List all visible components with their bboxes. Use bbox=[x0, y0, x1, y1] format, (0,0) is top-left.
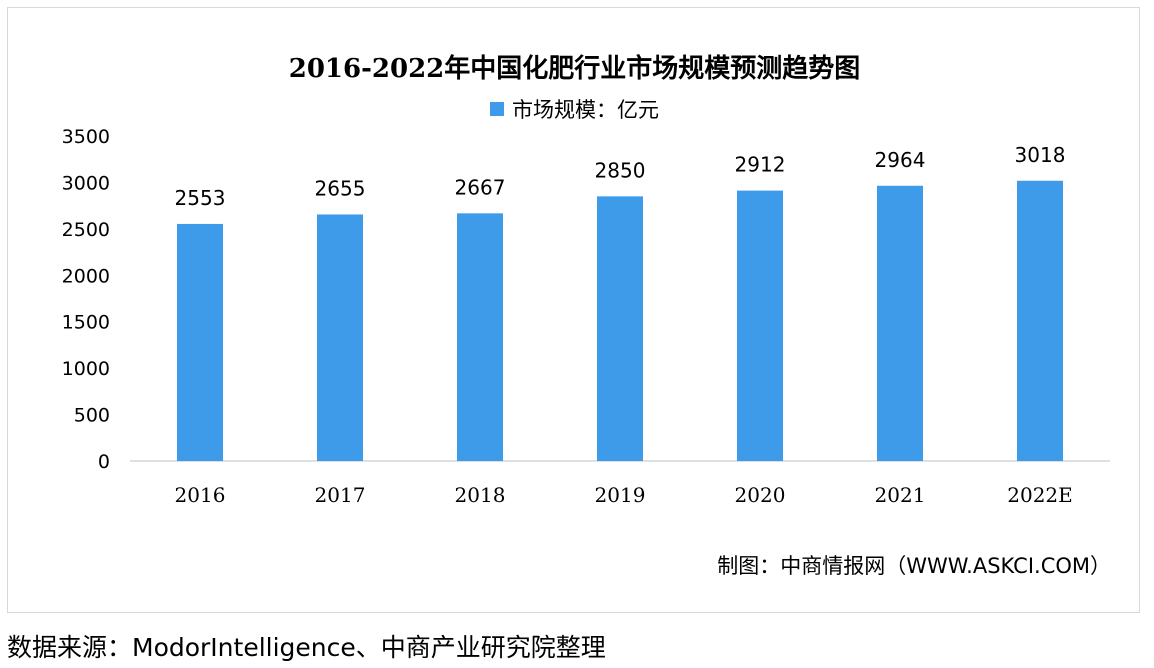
bar-value-label: 2850 bbox=[595, 158, 646, 182]
y-tick-label: 1000 bbox=[62, 358, 110, 380]
bar-2018 bbox=[457, 213, 503, 461]
bar-2020 bbox=[737, 190, 783, 461]
x-tick-label: 2016 bbox=[175, 483, 226, 507]
chart-title: 2016-2022年中国化肥行业市场规模预测趋势图 bbox=[288, 54, 861, 84]
chart-frame: 0 500 1000 1500 2000 2500 3000 3500 2553 2016 2655… bbox=[7, 7, 1140, 613]
bar-2022E bbox=[1017, 180, 1063, 461]
bar-2021 bbox=[877, 185, 923, 461]
x-tick-label: 2019 bbox=[595, 483, 646, 507]
chart-credit: 制图：中商情报网（WWW.ASKCI.COM） bbox=[717, 554, 1111, 578]
x-tick-label: 2021 bbox=[875, 483, 926, 507]
x-tick-label: 2017 bbox=[315, 483, 366, 507]
legend-label: 市场规模：亿元 bbox=[512, 98, 659, 122]
bar-2017 bbox=[317, 214, 363, 461]
y-tick-label: 0 bbox=[98, 451, 110, 473]
x-tick-label: 2020 bbox=[735, 483, 786, 507]
y-tick-label: 2500 bbox=[62, 219, 110, 241]
y-tick-label: 3000 bbox=[62, 172, 110, 194]
y-tick-label: 1500 bbox=[62, 312, 110, 334]
x-tick-label: 2018 bbox=[455, 483, 506, 507]
legend-swatch bbox=[490, 102, 504, 116]
bar-value-label: 2655 bbox=[315, 176, 366, 200]
bar-value-label: 2667 bbox=[455, 175, 506, 199]
y-tick-label: 2000 bbox=[62, 265, 110, 287]
y-tick-label: 3500 bbox=[62, 126, 110, 148]
x-tick-label: 2022E bbox=[1007, 483, 1073, 507]
bar-2016 bbox=[177, 223, 223, 461]
bar-value-label: 3018 bbox=[1015, 143, 1066, 167]
chart-plot: 0 500 1000 1500 2000 2500 3000 3500 2553 2016 2655… bbox=[62, 126, 1110, 507]
bar-2019 bbox=[597, 196, 643, 461]
bar-value-label: 2964 bbox=[875, 148, 926, 172]
y-tick-label: 500 bbox=[74, 405, 110, 427]
legend: 市场规模：亿元 bbox=[8, 94, 1141, 124]
bar-value-label: 2553 bbox=[175, 186, 226, 210]
bar-value-label: 2912 bbox=[735, 153, 786, 177]
data-source-note: 数据来源：ModorIntelligence、中商产业研究院整理 bbox=[7, 633, 606, 662]
